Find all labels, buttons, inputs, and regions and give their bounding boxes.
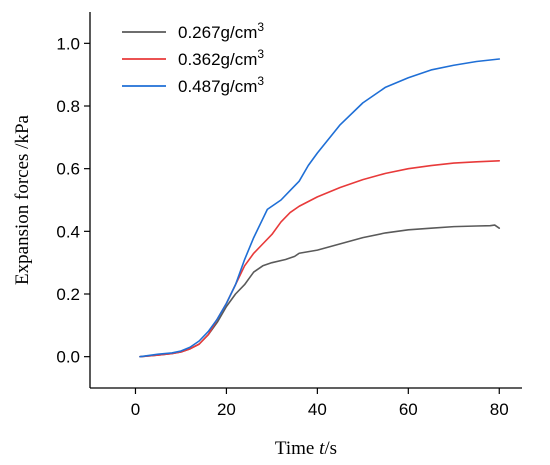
legend-label-2: 0.362g/cm3	[178, 47, 264, 69]
legend-label-superscript: 3	[257, 20, 264, 34]
x-tick-label: 40	[308, 400, 327, 419]
y-tick-label: 0.2	[56, 285, 80, 304]
x-axis-title-part-1: Time	[275, 438, 319, 459]
x-axis-title: Time t/s	[275, 438, 337, 459]
axes	[89, 12, 522, 389]
y-tick-label: 0.4	[56, 222, 80, 241]
legend-label-base: 0.487g/cm	[178, 77, 257, 96]
y-tick-label: 0.0	[56, 348, 80, 367]
x-tick-label: 20	[217, 400, 236, 419]
x-ticks: 0 20 40 60 80	[131, 388, 509, 419]
x-tick-label: 0	[131, 400, 140, 419]
legend-label-3: 0.487g/cm3	[178, 74, 264, 96]
legend-label-base: 0.362g/cm	[178, 50, 257, 69]
y-axis-title: Expansion forces /kPa	[12, 114, 33, 284]
y-ticks: 0.0 0.2 0.4 0.6 0.8 1.0	[56, 34, 90, 367]
legend-label-superscript: 3	[257, 74, 264, 88]
legend-label-base: 0.267g/cm	[178, 23, 257, 42]
y-tick-label: 0.6	[56, 160, 80, 179]
y-tick-label: 1.0	[56, 34, 80, 53]
y-tick-label: 0.8	[56, 97, 80, 116]
series-line-2	[139, 160, 501, 358]
series-line-3	[139, 58, 501, 358]
x-tick-label: 80	[490, 400, 509, 419]
x-axis-title-part-3: /s	[324, 438, 337, 459]
x-axis-title-variable: t	[319, 438, 325, 459]
x-tick-label: 60	[399, 400, 418, 419]
series-line-1	[139, 224, 501, 358]
legend-label-1: 0.267g/cm3	[178, 20, 264, 42]
legend-label-superscript: 3	[257, 47, 264, 61]
series-lines	[139, 58, 501, 358]
